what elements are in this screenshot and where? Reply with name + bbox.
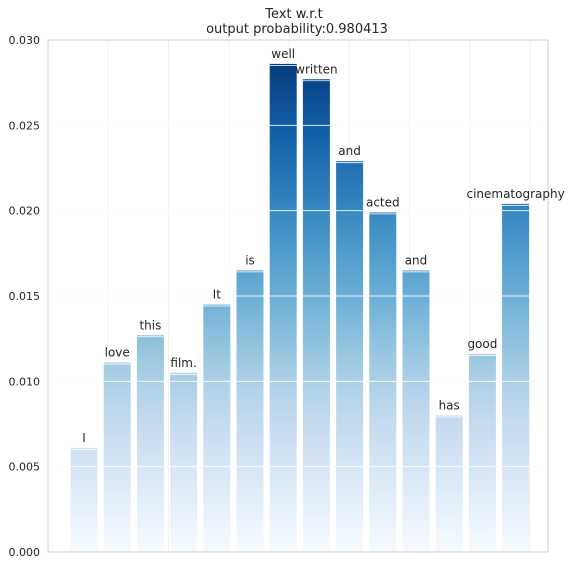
bar-word-label: written [295, 62, 337, 76]
bars-layer [48, 63, 548, 553]
chart-title-line2: output probability:0.980413 [206, 22, 388, 37]
bar-7 [302, 79, 330, 553]
y-tick-label: 0.020 [9, 205, 41, 218]
bar-11 [435, 415, 463, 552]
bar-word-label: love [105, 346, 130, 360]
bar-word-label: and [405, 253, 428, 267]
y-tick-label: 0.015 [9, 290, 41, 303]
bar-word-label: acted [366, 195, 400, 209]
bar-word-label: well [271, 47, 295, 61]
bar-4 [203, 304, 231, 552]
y-tick-label: 0.030 [9, 34, 41, 47]
bar-8 [336, 161, 364, 552]
bar-9 [369, 212, 397, 552]
bar-word-label: is [245, 253, 255, 267]
bar-5 [236, 270, 264, 552]
bar-2 [136, 335, 164, 552]
bar-word-label: cinematography [466, 187, 564, 201]
labels-layer: 0.000 0.005 0.010 0.015 0.020 0.025 0.030 Ilove… [9, 34, 565, 559]
bar-13 [502, 203, 530, 552]
axis-layer [47, 39, 549, 553]
bar-word-label: film. [170, 356, 196, 370]
bar-word-label: I [82, 431, 86, 445]
y-tick-label: 0.025 [9, 119, 41, 132]
bar-6 [269, 63, 297, 552]
bar-word-label: It [213, 288, 222, 302]
y-tick-label: 0.005 [9, 461, 41, 474]
bar-word-label: this [139, 318, 161, 332]
y-tick-label: 0.010 [9, 375, 41, 388]
bar-12 [468, 354, 496, 552]
bar-3 [170, 372, 198, 552]
bar-word-label: good [467, 337, 497, 351]
plot-frame [47, 39, 549, 553]
bar-word-label: has [439, 398, 460, 412]
bar-1 [103, 362, 131, 552]
bar-word-label: and [338, 144, 361, 158]
bar-0 [70, 447, 98, 552]
bar-10 [402, 270, 430, 552]
y-tick-label: 0.000 [9, 546, 41, 559]
chart-title-line1: Text w.r.t [264, 7, 322, 22]
